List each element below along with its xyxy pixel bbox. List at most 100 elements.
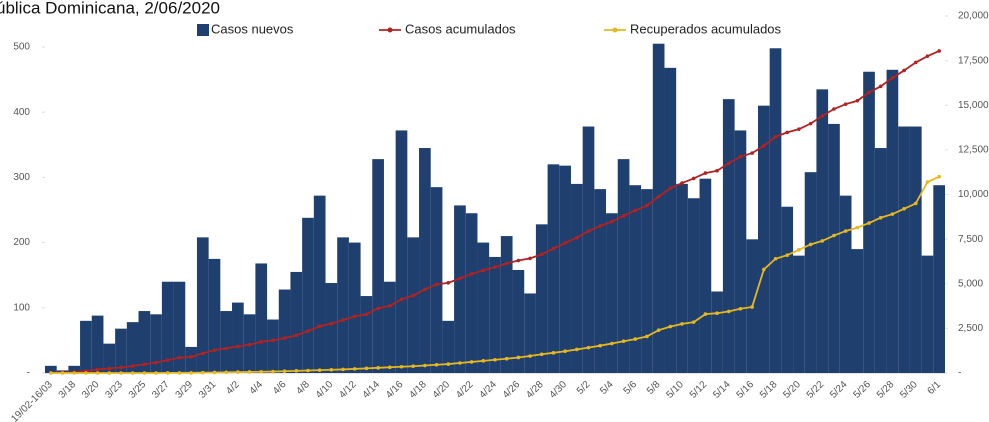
- bar: [711, 291, 723, 373]
- line-marker: [575, 347, 579, 352]
- x-tick-label: 4/22: [454, 379, 476, 401]
- line-marker: [224, 346, 228, 351]
- x-tick-label: 4/6: [271, 379, 289, 397]
- y2-tick-label: 12,500: [958, 145, 989, 156]
- bar: [804, 172, 817, 373]
- chart-title: ública Dominicana, 2/06/2020: [0, 0, 220, 17]
- line-marker: [633, 208, 638, 213]
- line-marker: [855, 225, 860, 230]
- line-marker: [352, 367, 357, 371]
- x-tick-label: 4/4: [248, 379, 266, 397]
- bar: [793, 255, 805, 373]
- bar: [115, 328, 127, 373]
- bar: [839, 195, 852, 373]
- line-marker: [294, 369, 299, 373]
- line-marker: [165, 371, 170, 375]
- line-marker: [388, 365, 392, 370]
- bar: [676, 183, 688, 373]
- bar: [524, 293, 536, 373]
- line-marker: [142, 371, 147, 375]
- y-tick-label: 500: [13, 42, 30, 53]
- line-marker: [72, 371, 77, 375]
- line-marker: [902, 68, 906, 73]
- line-marker: [925, 180, 930, 184]
- bar: [898, 126, 910, 373]
- line-marker: [282, 369, 287, 374]
- line-marker: [142, 362, 147, 367]
- line-marker: [645, 203, 649, 208]
- line-marker: [539, 252, 544, 257]
- line-marker: [680, 322, 684, 326]
- line-marker: [493, 265, 497, 269]
- bar: [570, 183, 583, 373]
- line-marker: [785, 130, 790, 135]
- x-tick-label: 4/2: [224, 379, 242, 397]
- line-marker: [645, 334, 649, 339]
- x-tick-label: 3/20: [80, 379, 102, 401]
- line-marker: [423, 363, 427, 368]
- line-marker: [306, 329, 310, 333]
- x-tick-label: 3/25: [127, 379, 149, 401]
- line-marker: [878, 84, 883, 89]
- line-marker: [446, 362, 451, 366]
- line-marker: [832, 233, 836, 238]
- bar: [407, 237, 420, 373]
- x-tick-label: 5/2: [575, 379, 593, 397]
- line-marker: [878, 215, 883, 220]
- line-marker: [341, 367, 345, 372]
- line-marker: [458, 276, 462, 281]
- x-tick-label: 3/23: [103, 379, 125, 401]
- line-marker: [843, 229, 848, 233]
- line-marker: [259, 339, 264, 344]
- bar: [734, 130, 747, 373]
- x-tick-label: 4/14: [361, 379, 383, 401]
- line-marker: [306, 368, 310, 373]
- x-tick-label: 4/20: [431, 379, 453, 401]
- line-marker: [423, 287, 427, 292]
- line-marker: [200, 370, 205, 375]
- bar: [196, 237, 209, 373]
- line-marker: [820, 114, 825, 118]
- line-marker: [376, 366, 380, 370]
- line-marker: [691, 320, 696, 324]
- line-marker: [680, 181, 684, 185]
- legend-swatch: [612, 27, 618, 33]
- line-marker: [388, 304, 392, 308]
- bar: [921, 255, 934, 373]
- line-marker: [832, 107, 836, 111]
- bar: [512, 269, 525, 373]
- line-marker: [563, 349, 567, 354]
- bar: [68, 365, 81, 373]
- y-tick-label: 400: [13, 107, 30, 118]
- line-marker: [271, 369, 275, 374]
- line-marker: [212, 348, 217, 352]
- line-marker: [119, 365, 123, 370]
- line-marker: [937, 49, 941, 53]
- x-tick-label: 5/8: [645, 379, 663, 397]
- x-tick-label: 3/18: [57, 379, 79, 401]
- line-marker: [411, 293, 415, 298]
- line-marker: [364, 312, 369, 317]
- line-marker: [808, 242, 813, 247]
- line-marker: [434, 282, 439, 287]
- line-marker: [177, 355, 182, 360]
- line-marker: [762, 267, 766, 272]
- line-marker: [130, 364, 135, 368]
- bar: [757, 105, 770, 373]
- y-tick-label: 100: [13, 302, 30, 313]
- line-marker: [329, 321, 334, 326]
- line-marker: [341, 318, 345, 322]
- line-marker: [504, 356, 509, 361]
- bar: [535, 224, 548, 373]
- x-tick-label: 3/27: [150, 379, 172, 401]
- x-tick-label: 5/4: [598, 379, 616, 397]
- x-tick-label: 5/30: [898, 379, 920, 401]
- x-tick-label: 4/10: [314, 379, 336, 401]
- line-marker: [610, 341, 614, 346]
- bar: [652, 43, 665, 373]
- bar: [500, 236, 513, 373]
- bar: [337, 237, 349, 373]
- y2-tick-label: 7,500: [958, 234, 983, 245]
- line-marker: [621, 339, 626, 344]
- line-marker: [738, 306, 743, 311]
